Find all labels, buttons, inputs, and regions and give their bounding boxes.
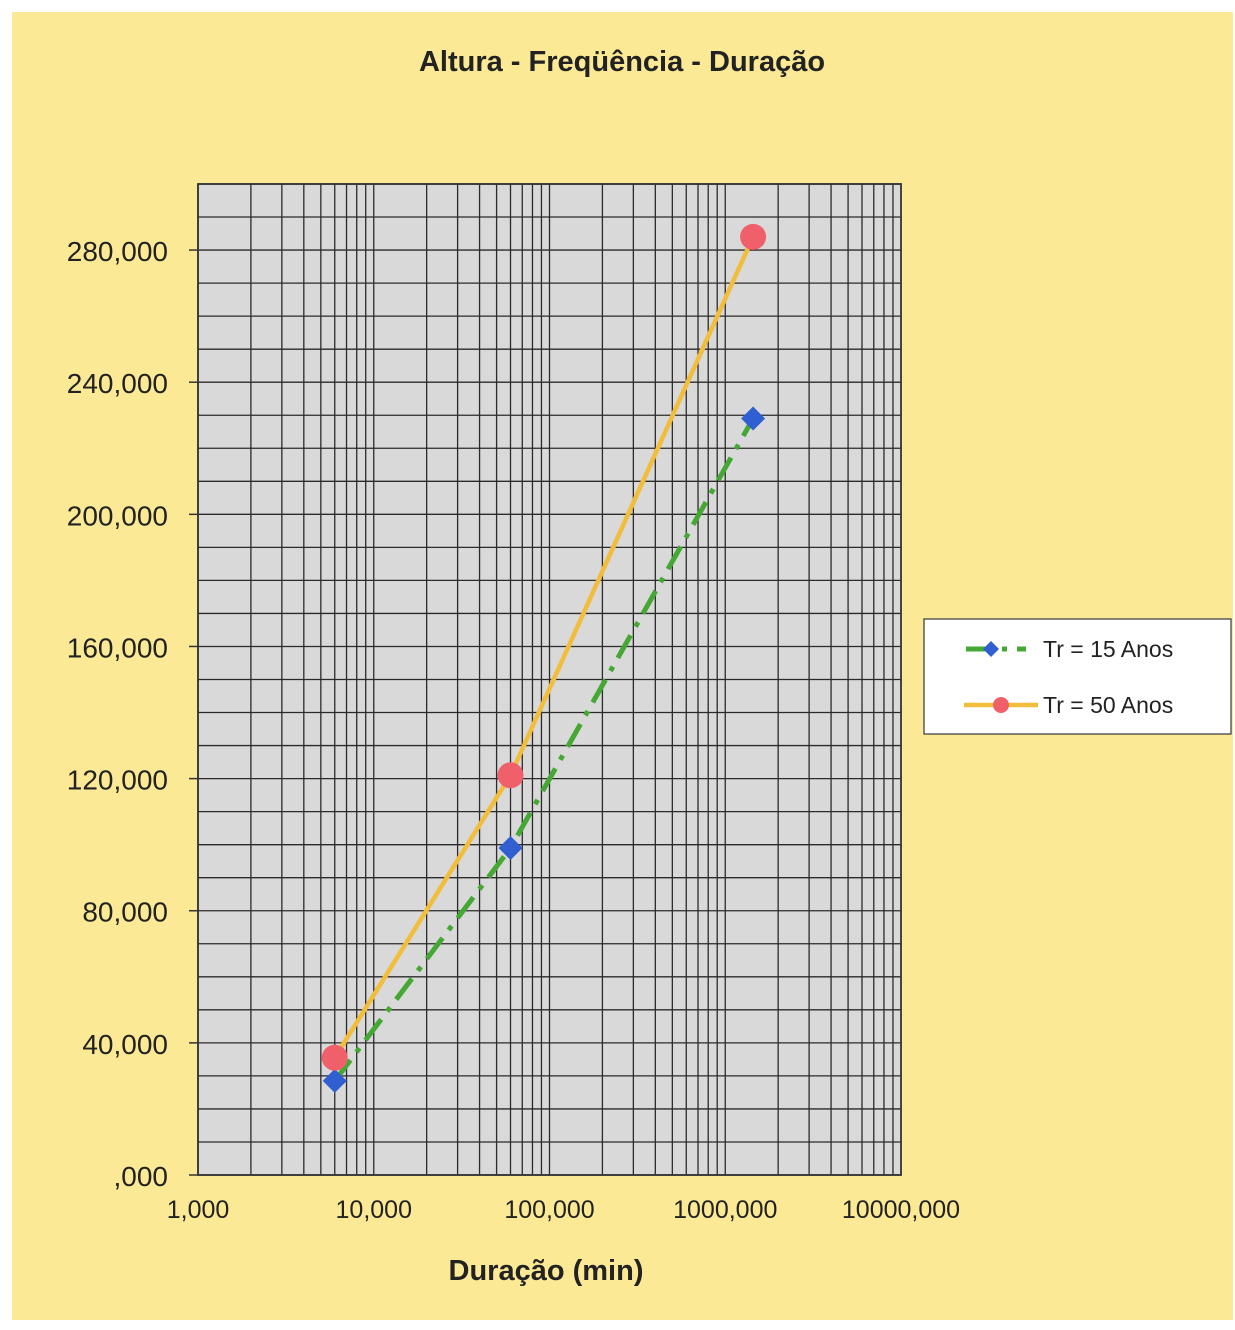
legend-label-tr15: Tr = 15 Anos [1043, 636, 1173, 662]
x-tick-label: 10,000 [336, 1196, 412, 1224]
x-axis-label: Duração (min) [449, 1255, 644, 1287]
legend-marker-tr50 [993, 697, 1009, 713]
y-tick-label: 40,000 [82, 1029, 168, 1060]
chart-area: Altura - Freqüência - Duração ,000 40,000 8… [12, 12, 1233, 1320]
chart-svg: Altura - Freqüência - Duração ,000 40,000 8… [12, 12, 1233, 1320]
data-point-tr50 [498, 762, 524, 788]
chart-title: Altura - Freqüência - Duração [419, 46, 825, 78]
y-tick-label: 120,000 [67, 765, 168, 796]
x-tick-label: 1000,000 [673, 1196, 777, 1224]
legend-label-tr50: Tr = 50 Anos [1043, 692, 1173, 718]
y-tick-label: ,000 [114, 1161, 169, 1192]
y-tick-label: 200,000 [67, 500, 168, 531]
y-tick-label: 240,000 [67, 368, 168, 399]
x-tick-label: 10000,000 [842, 1196, 960, 1224]
x-tick-label: 100,000 [504, 1196, 594, 1224]
legend: Tr = 15 Anos Tr = 50 Anos [924, 619, 1231, 734]
x-tick-label: 1,000 [167, 1196, 230, 1224]
y-tick-label: 280,000 [67, 236, 168, 267]
y-tick-label: 160,000 [67, 632, 168, 663]
data-point-tr50 [740, 224, 766, 250]
y-tick-label: 80,000 [82, 897, 168, 928]
data-point-tr50 [322, 1045, 348, 1071]
